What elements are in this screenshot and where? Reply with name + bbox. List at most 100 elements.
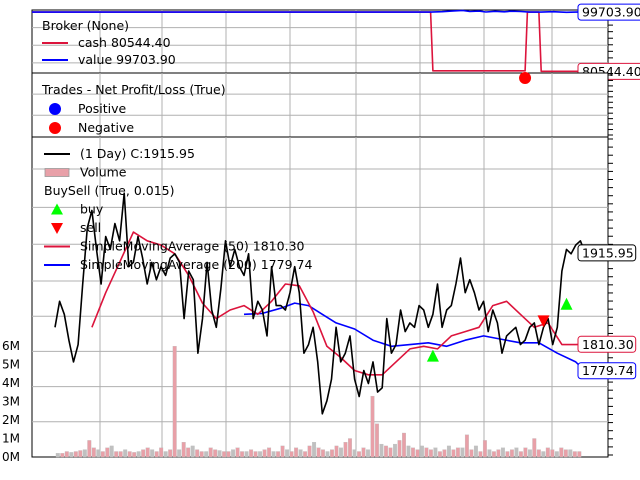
- volume-bar: [568, 449, 573, 458]
- volume-bar: [379, 443, 384, 458]
- volume-bar: [388, 447, 393, 458]
- volume-bar: [298, 449, 303, 458]
- volume-bar: [402, 432, 406, 458]
- volume-bar: [370, 395, 375, 458]
- volume-tick-label: 0M: [2, 450, 20, 464]
- legend-label: (1 Day) C:1915.95: [80, 146, 195, 161]
- volume-bar: [168, 449, 173, 458]
- legend-label: SimpleMovingAverage (200) 1779.74: [80, 257, 312, 272]
- trades-plot-area: [31, 72, 609, 138]
- legend-label: sell: [80, 220, 101, 235]
- volume-bar: [262, 449, 267, 458]
- volume-bar: [222, 451, 227, 458]
- volume-bar: [451, 449, 456, 458]
- broker-y-axis-ticks: [608, 11, 613, 72]
- volume-bar: [563, 449, 568, 458]
- volume-bar: [159, 447, 164, 458]
- volume-bar: [559, 447, 564, 458]
- volume-tick-label: 3M: [2, 395, 20, 409]
- volume-bar: [154, 451, 159, 458]
- volume-bar: [545, 447, 550, 458]
- volume-bar: [276, 451, 281, 458]
- volume-bar: [145, 447, 150, 458]
- legend-label: value 99703.90: [78, 52, 176, 67]
- volume-bar: [226, 451, 231, 458]
- volume-bar: [195, 449, 200, 458]
- volume-bar: [415, 449, 420, 458]
- broker-panel: Broker (None) cash 80544.40 value 99703.90…: [31, 3, 640, 80]
- volume-bar: [199, 451, 204, 458]
- volume-bar: [577, 451, 582, 458]
- legend-circle-swatch: [49, 122, 61, 134]
- volume-bar: [114, 451, 119, 458]
- volume-bar: [100, 451, 105, 458]
- volume-bars: [55, 346, 582, 458]
- volume-bar: [181, 442, 186, 458]
- volume-bar: [69, 452, 74, 458]
- legend-circle-swatch: [49, 103, 61, 115]
- broker-legend: Broker (None) cash 80544.40 value 99703.90: [42, 18, 176, 67]
- value-tag-box: [577, 362, 637, 380]
- volume-bar: [411, 447, 415, 458]
- volume-bar: [491, 451, 496, 458]
- volume-bar: [361, 447, 366, 458]
- volume-bar: [550, 449, 555, 458]
- trades-scatter-points: [519, 72, 532, 84]
- volume-bar: [406, 445, 411, 458]
- volume-bar: [330, 449, 334, 458]
- volume-bar: [464, 434, 469, 458]
- volume-bar: [482, 440, 487, 458]
- volume-bar: [357, 451, 361, 458]
- volume-bar: [554, 451, 559, 458]
- volume-bar: [460, 447, 465, 458]
- volume-bar: [73, 451, 78, 458]
- legend-triangle-down-swatch: [51, 223, 63, 234]
- volume-bar: [244, 451, 249, 458]
- price-panel: 6M 5M 4M 3M 2M 1M 0M (1 Day) C:1915.95 Volume Bu…: [2, 136, 637, 464]
- volume-bar: [249, 449, 254, 458]
- volume-bar: [123, 449, 128, 458]
- volume-bar: [127, 451, 132, 458]
- legend-label: BuySell (True, 0.015): [44, 183, 174, 198]
- trade-point: [519, 72, 532, 84]
- buy-marker: [560, 297, 573, 310]
- volume-bar: [289, 451, 294, 458]
- volume-bar: [496, 449, 501, 458]
- legend-label: cash 80544.40: [78, 35, 171, 50]
- volume-bar: [316, 447, 321, 458]
- volume-bar: [420, 445, 424, 458]
- volume-bar: [437, 451, 442, 458]
- volume-bar: [505, 451, 510, 458]
- volume-bar: [235, 447, 240, 458]
- value-tag-text: 1779.74: [582, 363, 634, 378]
- trades-y-axis-ticks: [608, 74, 613, 136]
- volume-bar: [91, 447, 96, 458]
- volume-tick-label: 4M: [2, 376, 20, 390]
- volume-bar: [141, 449, 146, 458]
- volume-bar: [509, 449, 514, 458]
- volume-y-axis-ticks: 6M 5M 4M 3M 2M 1M 0M: [2, 339, 20, 464]
- sma200-line: [243, 302, 586, 372]
- volume-bar: [500, 447, 505, 458]
- value-tag-text: 99703.90: [582, 5, 640, 20]
- broker-series-lines: [32, 9, 609, 73]
- value-tag-box: [577, 3, 640, 21]
- volume-bar: [469, 449, 474, 458]
- volume-bar: [240, 451, 245, 458]
- volume-bar: [78, 450, 83, 458]
- volume-bar: [446, 445, 451, 458]
- legend-label: Positive: [78, 101, 126, 116]
- legend-triangle-up-swatch: [51, 203, 63, 215]
- broker-line-value: [32, 9, 609, 14]
- price-legend: (1 Day) C:1915.95 Volume BuySell (True, 0.…: [44, 146, 312, 272]
- volume-bar: [375, 423, 379, 458]
- legend-label: buy: [80, 202, 104, 217]
- volume-bar: [478, 451, 483, 458]
- volume-bar: [231, 449, 236, 458]
- volume-bar: [136, 451, 141, 458]
- volume-bar: [64, 451, 69, 458]
- buysell-markers: [426, 297, 573, 362]
- legend-box-swatch: [44, 168, 70, 177]
